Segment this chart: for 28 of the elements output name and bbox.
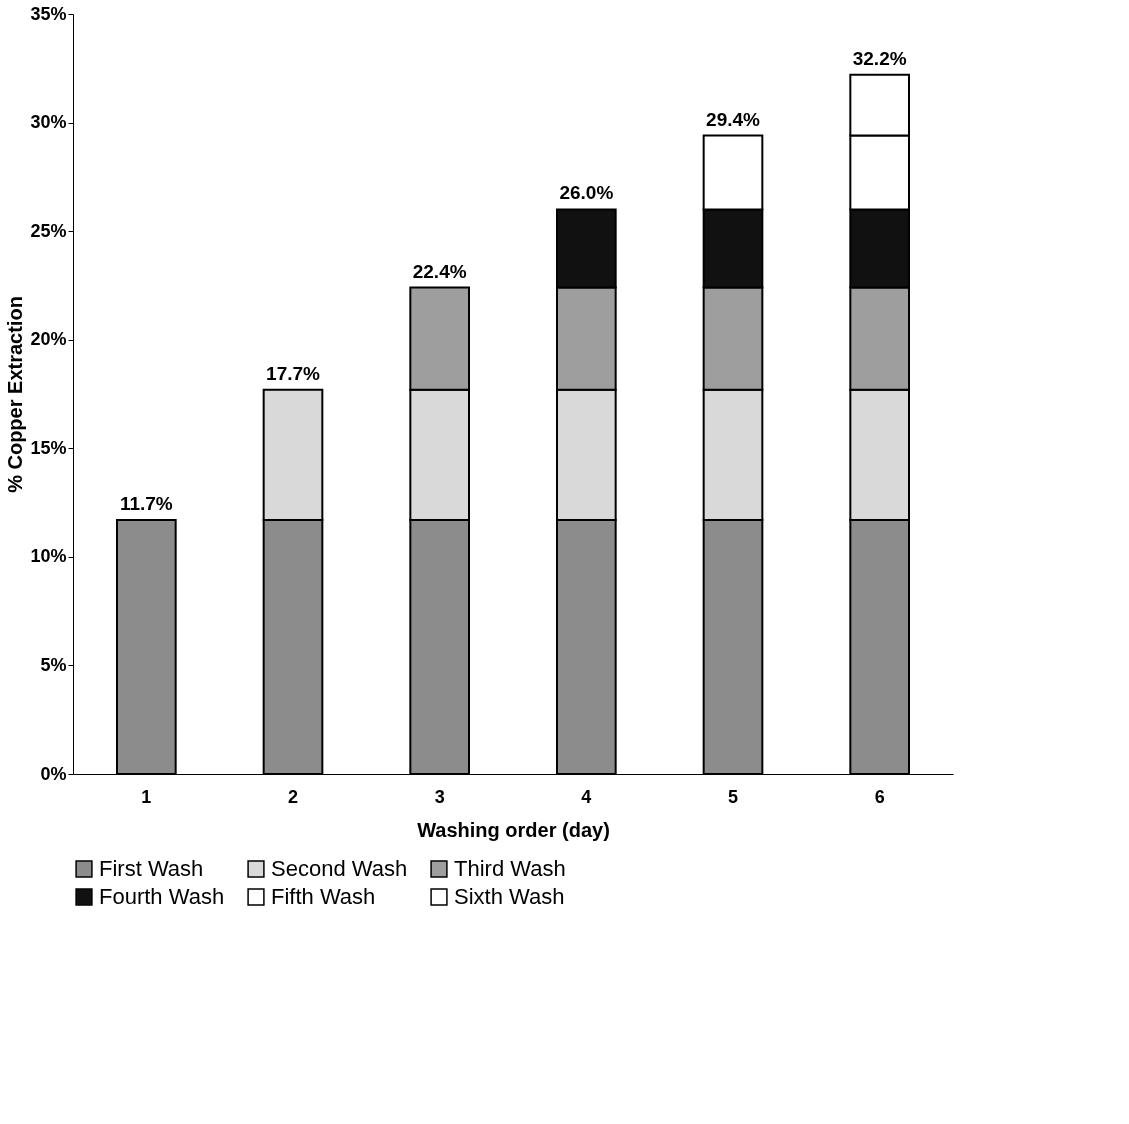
total-label: 22.4% [412,260,467,282]
x-axis-title: Washing order (day) [417,818,610,841]
y-tick-label: 15% [30,437,67,458]
x-tick-label: 5 [727,786,739,807]
y-tick-label: 10% [30,546,67,567]
total-label: 32.2% [852,47,907,69]
y-tick-label: 5% [40,654,67,675]
legend-label: Fourth Wash [99,884,225,909]
x-tick-label: 4 [581,786,592,807]
y-axis-title: % Copper Extraction [4,296,27,493]
total-label: 11.7% [119,492,173,514]
y-tick-label: 25% [30,220,67,241]
total-label: 29.4% [706,108,761,130]
legend-label: Second Wash [271,856,408,881]
x-tick-label: 2 [287,786,299,807]
x-tick-label: 1 [141,786,152,807]
total-label: 17.7% [266,362,321,384]
x-tick-label: 3 [434,786,445,807]
legend-label: Sixth Wash [454,884,565,909]
total-label: 26.0% [559,182,614,204]
legend-label: Third Wash [454,856,566,881]
y-tick-label: 0% [40,763,67,784]
y-tick-label: 20% [30,329,67,350]
x-tick-label: 6 [874,786,885,807]
legend-label: Fifth Wash [271,884,376,909]
y-tick-label: 30% [30,112,67,133]
legend-label: First Wash [99,856,204,881]
y-tick-label: 35% [30,3,67,24]
